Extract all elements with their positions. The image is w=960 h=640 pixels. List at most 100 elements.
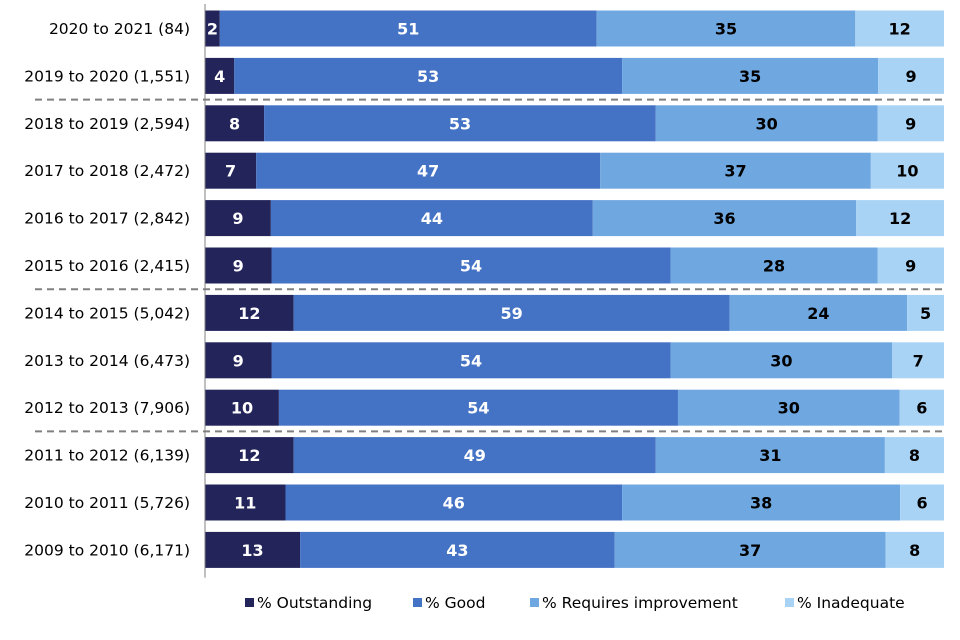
bar-segment [205,247,272,284]
category-label: 2010 to 2011 (5,726) [24,494,190,512]
legend-swatch [413,598,422,607]
data-label: 30 [770,351,792,370]
data-label: 13 [241,541,263,560]
legend-swatch [785,598,794,607]
bar-segment [614,531,886,568]
data-label: 6 [916,399,927,418]
bar-segment [205,484,286,521]
bar-segment [670,342,893,379]
bar-segment [219,10,597,47]
legend-label: % Inadequate [797,594,905,612]
data-label: 10 [231,399,253,418]
bar-segment [271,342,671,379]
bar-segment [655,105,878,142]
data-label: 54 [460,257,482,276]
category-label: 2009 to 2010 (6,171) [24,541,190,559]
data-label: 11 [234,494,256,513]
bar-segment [271,247,671,284]
data-label: 43 [446,541,468,560]
category-label: 2020 to 2021 (84) [49,20,190,38]
bar-segment [600,152,871,189]
legend: % Outstanding % Good % Requires improvemen… [245,594,905,612]
data-label: 9 [906,67,917,86]
category-label: 2018 to 2019 (2,594) [24,115,190,133]
bar-segment [870,152,944,189]
data-label: 8 [909,541,920,560]
data-label: 35 [715,20,737,39]
data-label: 53 [449,114,471,133]
category-label: 2015 to 2016 (2,415) [24,257,190,275]
category-label: 2013 to 2014 (6,473) [24,352,190,370]
category-label: 2011 to 2012 (6,139) [24,447,190,465]
data-label: 7 [225,162,236,181]
data-label: 7 [913,351,924,370]
bar-segment [205,152,257,189]
data-label: 46 [443,494,465,513]
bar-segment [596,10,856,47]
data-label: 2 [207,20,218,39]
data-label: 31 [759,446,781,465]
data-label: 47 [417,162,439,181]
bar-segment [885,531,944,568]
bar-segment [205,10,220,47]
data-label: 37 [739,541,761,560]
bar-segment [205,294,294,331]
group-separators [35,98,944,433]
data-label: 44 [421,209,443,228]
bar-segment [677,389,900,426]
bar-segment [205,389,279,426]
data-label: 5 [920,304,931,323]
data-label: 8 [909,446,920,465]
bar-segment [300,531,615,568]
bar-segment [892,342,944,379]
data-label: 54 [460,351,482,370]
category-label: 2017 to 2018 (2,472) [24,162,190,180]
bar-segment [670,247,878,284]
bar-segment [205,531,301,568]
data-label: 6 [916,494,927,513]
bar-segment [293,437,656,474]
bar-segment [264,105,656,142]
bar-segment [655,437,885,474]
legend-label: % Outstanding [257,594,372,612]
legend-label: % Requires improvement [542,594,738,612]
bar-segment [205,200,271,237]
data-label: 12 [238,304,260,323]
data-label: 4 [214,67,225,86]
data-label: 37 [724,162,746,181]
data-label: 35 [739,67,761,86]
data-label: 9 [233,351,244,370]
data-label: 59 [501,304,523,323]
data-label: 24 [807,304,829,323]
bar-segment [256,152,601,189]
bars: 2 51 35 124 53 35 98 53 30 97 47 37 109 44 36 129 54 28 91… [205,10,944,568]
bar-segment [205,57,235,94]
legend-swatch [245,598,254,607]
legend-label: % Good [425,594,485,612]
bar-segment [884,437,944,474]
bar-segment [856,200,944,237]
bar-segment [205,105,265,142]
data-label: 9 [905,114,916,133]
category-label: 2016 to 2017 (2,842) [24,210,190,228]
bar-segment [293,294,730,331]
category-label: 2014 to 2015 (5,042) [24,304,190,322]
bar-segment [270,200,593,237]
bar-segment [899,389,944,426]
data-label: 54 [467,399,489,418]
category-label: 2012 to 2013 (7,906) [24,399,190,417]
legend-swatch [530,598,539,607]
data-label: 9 [232,209,243,228]
bar-segment [877,105,944,142]
bar-segment [729,294,908,331]
bar-segment [592,200,857,237]
data-label: 8 [229,114,240,133]
bar-segment [622,484,901,521]
data-label: 9 [233,257,244,276]
bar-segment [622,57,879,94]
data-label: 51 [397,20,419,39]
data-label: 30 [756,114,778,133]
bar-segment [900,484,944,521]
data-label: 36 [713,209,735,228]
